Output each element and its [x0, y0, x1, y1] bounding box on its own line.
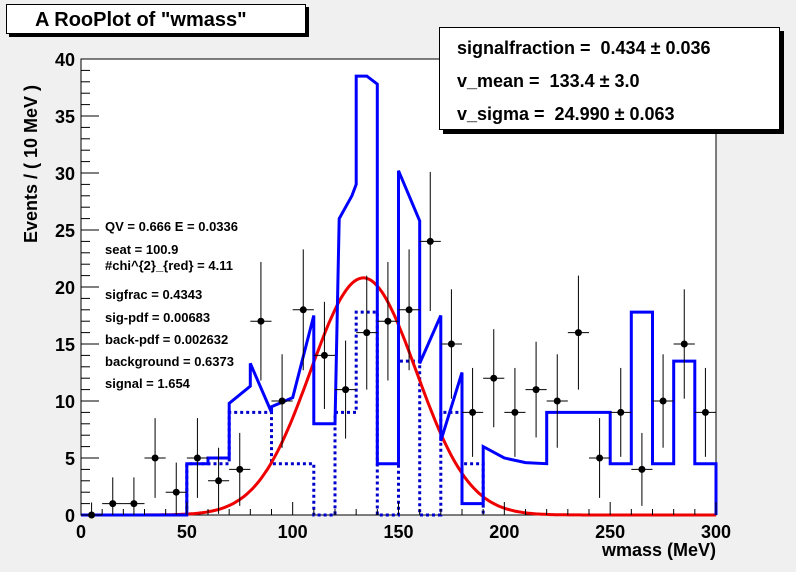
data-point-marker — [638, 465, 646, 473]
data-point — [652, 354, 674, 448]
x-tick-label: 250 — [595, 522, 625, 542]
data-point-marker — [342, 386, 350, 394]
stat-background: background = 0.6373 — [105, 354, 234, 369]
stat-seat: seat = 100.9 — [105, 242, 179, 257]
data-point-marker — [109, 500, 117, 508]
x-axis-label: wmass (MeV) — [601, 540, 716, 560]
x-tick-label: 0 — [76, 522, 86, 542]
data-point-marker — [320, 351, 328, 359]
data-points — [81, 171, 716, 519]
data-point-marker — [447, 340, 455, 348]
param-v-sigma: v_sigma = 24.990 ± 0.063 — [457, 104, 675, 124]
data-point-marker — [405, 306, 413, 314]
data-point — [102, 477, 124, 515]
y-tick-label: 0 — [65, 506, 75, 526]
x-tick-label: 100 — [278, 522, 308, 542]
plot-title: A RooPlot of "wmass" — [6, 4, 306, 34]
y-tick-label: 30 — [55, 164, 75, 184]
data-point — [483, 329, 505, 428]
data-point — [589, 418, 611, 498]
data-point — [398, 249, 420, 371]
total-pdf-curve — [81, 74, 718, 517]
y-tick-label: 25 — [55, 221, 75, 241]
data-point — [335, 340, 357, 439]
total-pdf-line — [81, 74, 718, 517]
stat-chi2: #chi^{2}_{red} = 4.11 — [105, 258, 233, 273]
data-point — [271, 354, 293, 448]
data-point — [186, 418, 208, 498]
data-point-marker — [469, 408, 477, 416]
data-point-marker — [363, 329, 371, 337]
data-point — [610, 367, 632, 457]
y-tick-label: 40 — [55, 50, 75, 70]
data-point — [229, 432, 251, 506]
x-tick-label: 300 — [701, 522, 731, 542]
data-point-marker — [215, 477, 223, 485]
y-tick-label: 15 — [55, 335, 75, 355]
data-point — [694, 367, 716, 457]
y-tick-label: 5 — [65, 449, 75, 469]
data-point-marker — [553, 397, 561, 405]
data-point — [356, 275, 378, 390]
data-point — [673, 289, 695, 399]
stat-sigfrac: sigfrac = 0.4343 — [105, 287, 203, 302]
stat-qv: QV = 0.666 E = 0.0336 — [105, 219, 238, 234]
data-point-marker — [257, 317, 265, 325]
data-point — [377, 261, 399, 381]
data-point-marker — [490, 374, 498, 382]
fit-parameters-box: signalfraction = 0.434 ± 0.036 v_mean = … — [439, 27, 780, 130]
data-point-marker — [236, 465, 244, 473]
data-point-marker — [511, 408, 519, 416]
y-tick-label: 20 — [55, 278, 75, 298]
data-point — [462, 367, 484, 457]
data-point-marker — [384, 317, 392, 325]
data-point — [144, 418, 166, 498]
data-point — [419, 171, 441, 311]
stat-back-pdf: back-pdf = 0.002632 — [105, 332, 229, 347]
param-v-mean: v_mean = 133.4 ± 3.0 — [457, 71, 640, 91]
x-tick-label: 150 — [383, 522, 413, 542]
x-tick-label: 50 — [177, 522, 197, 542]
data-point-marker — [532, 386, 540, 394]
y-tick-label: 10 — [55, 392, 75, 412]
param-signalfraction: signalfraction = 0.434 ± 0.036 — [457, 38, 711, 58]
data-point — [631, 432, 653, 506]
data-point-marker — [172, 488, 180, 496]
y-tick-label: 35 — [55, 107, 75, 127]
data-point-marker — [130, 500, 138, 508]
data-point — [440, 289, 462, 399]
data-point — [313, 301, 335, 409]
data-point-marker — [299, 306, 307, 314]
y-axis-label: Events / ( 10 MeV ) — [21, 84, 41, 243]
data-point-marker — [278, 397, 286, 405]
stat-sig-pdf: sig-pdf = 0.00683 — [105, 310, 211, 325]
data-point-marker — [426, 237, 434, 245]
data-point-marker — [193, 454, 201, 462]
data-point-marker — [680, 340, 688, 348]
data-point-marker — [617, 408, 625, 416]
data-point — [165, 462, 187, 515]
data-point — [546, 354, 568, 448]
data-point — [250, 261, 272, 381]
stat-signal: signal = 1.654 — [105, 376, 190, 391]
data-point-marker — [701, 408, 709, 416]
data-point — [292, 249, 314, 371]
axes: 0 50 100 150 200 250 300 0 5 10 15 20 25 30 35 40 — [55, 50, 731, 542]
data-point — [208, 447, 230, 514]
data-point-marker — [574, 329, 582, 337]
data-point-marker — [151, 454, 159, 462]
data-point — [567, 275, 589, 390]
data-point-marker — [659, 397, 667, 405]
x-tick-label: 200 — [489, 522, 519, 542]
data-point — [504, 367, 526, 457]
data-point — [123, 477, 145, 515]
data-point — [525, 341, 547, 438]
data-point-marker — [596, 454, 604, 462]
